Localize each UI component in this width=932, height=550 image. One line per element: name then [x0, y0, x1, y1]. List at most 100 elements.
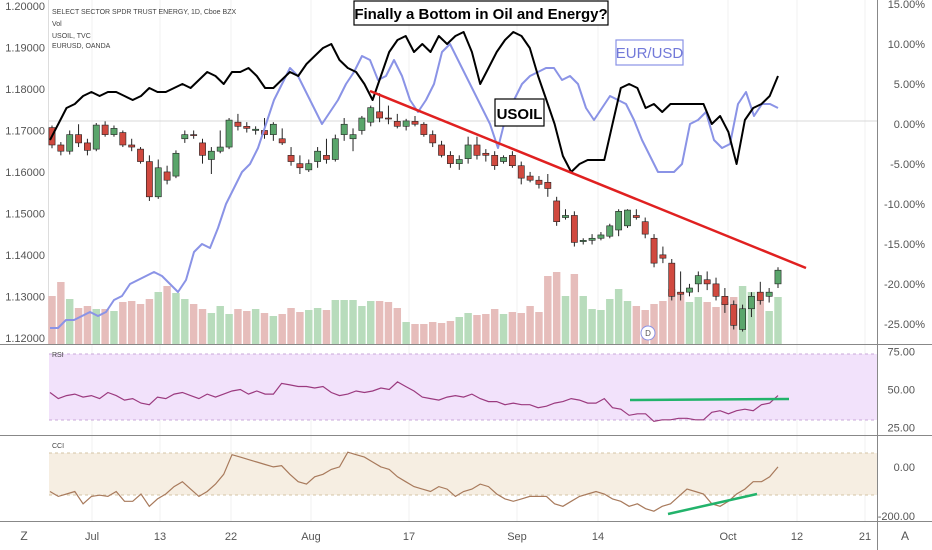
left-axis-tick: 1.13000 [5, 291, 45, 303]
candle-body [181, 134, 189, 140]
eurusd-line[interactable] [50, 43, 779, 329]
candle-body [243, 126, 251, 129]
candle-body [765, 291, 773, 297]
volume-bar [473, 315, 481, 344]
candle-body [367, 107, 375, 123]
usoil-annotation-text: USOIL [497, 106, 543, 123]
time-axis-tick: 21 [859, 531, 871, 543]
dividend-marker-text: D [645, 329, 651, 338]
volume-bar [499, 314, 508, 344]
volume-bar [278, 314, 286, 344]
volume-bar [322, 310, 331, 344]
volume-bar [632, 306, 641, 344]
candle-body [703, 279, 711, 285]
time-axis-tick: 22 [225, 531, 237, 543]
volume-bar [402, 322, 410, 344]
candle-body [57, 144, 65, 152]
volume-bar [189, 304, 198, 344]
candle [650, 234, 658, 268]
candle [482, 149, 490, 162]
volume-bar [703, 302, 711, 344]
candle [579, 238, 587, 245]
candle [252, 126, 260, 135]
time-axis-tick: 13 [154, 531, 166, 543]
candle [491, 151, 499, 170]
volume-bar [712, 307, 720, 344]
candle [199, 138, 206, 164]
candle-body [491, 155, 499, 167]
candle-body [145, 161, 153, 198]
candle [606, 223, 614, 239]
candle [402, 118, 410, 131]
volume-bar [243, 311, 251, 344]
usoil-annotation: USOIL [494, 98, 545, 127]
candle-body [562, 215, 569, 218]
candle [358, 115, 366, 135]
volume-bar [269, 316, 278, 344]
rsi-line[interactable] [49, 381, 779, 423]
usoil-line[interactable] [49, 31, 779, 173]
symbol-line: SELECT SECTOR SPDR TRUST ENERGY, 1D, Cbo… [52, 9, 236, 16]
candle [624, 209, 631, 228]
candle [703, 271, 711, 291]
downtrend-line[interactable] [369, 89, 807, 270]
rsi-divergence-line[interactable] [629, 397, 790, 402]
zoom-button[interactable]: Z [20, 529, 27, 543]
right-percent-axis[interactable]: 15.00% 10.00% 5.00% 0.00% -5.00% -10.00% -15.0… [884, 0, 925, 331]
eurusd-annotation-text: EUR/USD [616, 45, 684, 62]
candle-body [526, 175, 534, 181]
left-price-axis[interactable]: 1.20000 1.19000 1.18000 1.17000 1.16000 1.150… [5, 1, 45, 345]
chart-title-box: Finally a Bottom in Oil and Energy? [353, 0, 609, 26]
candle-body [429, 134, 437, 144]
volume-bar [207, 313, 216, 344]
candle [756, 281, 764, 305]
volume-bar [296, 312, 304, 344]
candle [765, 288, 773, 303]
volume-bar [535, 312, 543, 344]
time-axis[interactable]: Jul 13 22 Aug 17 Sep 14 Oct 12 21 [85, 531, 871, 543]
volume-bar [136, 304, 145, 344]
candle [119, 130, 127, 148]
volume-bar [305, 310, 313, 344]
candle-body [101, 124, 109, 135]
time-axis-tick: Sep [507, 531, 527, 543]
volume-bar [411, 324, 419, 344]
candle [615, 209, 623, 237]
candle [163, 165, 171, 185]
cci-divergence-line[interactable] [667, 492, 758, 516]
volume-bar [579, 296, 587, 344]
rsi-label: RSI [52, 352, 64, 359]
volume-bar [101, 309, 109, 344]
cci-axis-tick: 0.00 [894, 462, 915, 474]
candle [181, 130, 189, 143]
left-axis-tick: 1.18000 [5, 84, 45, 96]
candle-body [84, 142, 91, 151]
candle [216, 130, 224, 154]
candle-body [92, 124, 100, 150]
volume-bar [287, 308, 295, 344]
candle [411, 115, 419, 127]
candle-body [739, 308, 746, 330]
dividend-marker[interactable]: D [640, 325, 656, 341]
candle-body [553, 200, 561, 222]
time-axis-tick: 14 [592, 531, 604, 543]
left-axis-tick: 1.14000 [5, 250, 45, 262]
candle-body [730, 304, 738, 326]
candle [376, 93, 383, 123]
candle-body [314, 150, 322, 162]
volume-bar [65, 299, 74, 344]
candle [145, 155, 153, 201]
candle [323, 138, 330, 164]
candle-body [349, 134, 357, 140]
vol-label: Vol [52, 21, 62, 28]
volume-bar [48, 296, 56, 344]
auto-scale-button[interactable]: A [901, 529, 909, 543]
candle-body [473, 144, 481, 156]
cci-line[interactable] [49, 451, 779, 512]
candle-body [748, 296, 755, 310]
right-axis-tick: -10.00% [884, 199, 925, 211]
candle [234, 113, 242, 131]
candle-body [570, 215, 578, 243]
candle [367, 105, 375, 127]
candle [473, 136, 481, 160]
